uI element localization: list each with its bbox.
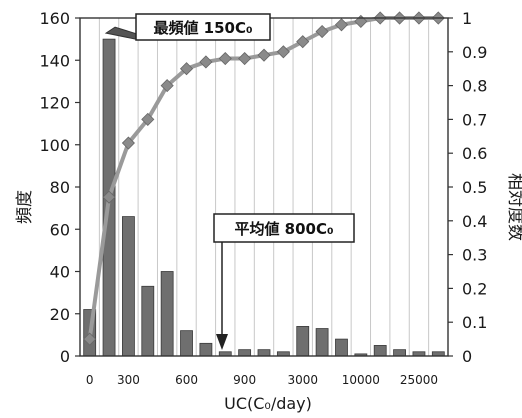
y-left-tick-label: 60 bbox=[50, 220, 70, 239]
y-left-tick-label: 0 bbox=[60, 347, 70, 366]
y-right-tick-label: 0.5 bbox=[462, 178, 487, 197]
cumulative-point bbox=[257, 48, 271, 62]
mode-callout-box bbox=[135, 13, 271, 41]
callout-layer: 最頻値 150C₀ 平均値 800C₀ bbox=[104, 13, 355, 350]
y-left-tick-label: 120 bbox=[39, 94, 70, 113]
bar bbox=[199, 342, 213, 357]
label-layer: 02040608010012014016000.10.20.30.40.50.6… bbox=[39, 9, 487, 387]
x-tick-label: 10000 bbox=[342, 373, 380, 387]
y-axis-left-title: 頻度 bbox=[15, 190, 35, 224]
x-tick-label: 0 bbox=[86, 373, 94, 387]
y-right-tick-label: 0 bbox=[462, 347, 472, 366]
x-tick-label: 600 bbox=[175, 373, 198, 387]
y-left-tick-label: 160 bbox=[39, 9, 70, 28]
y-right-tick-label: 0.3 bbox=[462, 246, 487, 265]
bar bbox=[257, 349, 271, 357]
y-right-tick-label: 0.6 bbox=[462, 144, 487, 163]
y-left-tick-label: 20 bbox=[50, 305, 70, 324]
bar bbox=[373, 345, 387, 357]
y-left-tick-label: 100 bbox=[39, 136, 70, 155]
cumulative-point bbox=[199, 55, 213, 69]
x-tick-label: 900 bbox=[233, 373, 256, 387]
grid-layer bbox=[98, 18, 430, 356]
bar bbox=[335, 338, 348, 357]
cumulative-point bbox=[102, 190, 116, 204]
bar bbox=[238, 349, 252, 357]
cumulative-point bbox=[121, 136, 135, 150]
mean-callout-label: 平均値 800C₀ bbox=[234, 220, 333, 238]
cumulative-point bbox=[218, 51, 232, 66]
x-axis-title: UC(C₀/day) bbox=[224, 394, 312, 413]
y-left-tick-label: 40 bbox=[50, 263, 70, 282]
cumulative-point bbox=[296, 35, 310, 49]
cumulative-point bbox=[315, 24, 329, 39]
y-right-tick-label: 0.7 bbox=[462, 110, 487, 129]
y-left-tick-label: 140 bbox=[39, 51, 70, 70]
cumulative-point bbox=[160, 79, 174, 93]
plot-frame bbox=[79, 17, 449, 357]
mode-callout-label: 最頻値 150C₀ bbox=[153, 19, 252, 37]
x-tick-label: 3000 bbox=[287, 373, 318, 387]
x-tick-label: 300 bbox=[117, 373, 140, 387]
bar bbox=[160, 271, 174, 357]
cumulative-point bbox=[238, 51, 252, 66]
bar bbox=[122, 216, 135, 357]
cumulative-point bbox=[141, 112, 155, 126]
bar bbox=[141, 285, 155, 357]
y-right-tick-label: 0.2 bbox=[462, 279, 487, 298]
y-right-tick-label: 0.8 bbox=[462, 77, 487, 96]
y-right-tick-label: 1 bbox=[462, 9, 472, 28]
bar bbox=[180, 330, 193, 357]
bar bbox=[315, 328, 329, 357]
bar bbox=[393, 349, 406, 357]
y-right-tick-label: 0.4 bbox=[462, 212, 487, 231]
cumulative-point bbox=[334, 18, 349, 32]
cumulative-point bbox=[276, 45, 290, 59]
y-right-tick-label: 0.1 bbox=[462, 313, 487, 332]
cumulative-point bbox=[354, 14, 368, 28]
cumulative-point bbox=[83, 332, 97, 346]
x-tick-label: 25000 bbox=[400, 373, 438, 387]
mean-callout-box bbox=[213, 213, 355, 243]
mean-callout-arrow-head bbox=[216, 334, 228, 350]
cumulative-point bbox=[179, 62, 194, 76]
y-left-tick-label: 80 bbox=[50, 178, 70, 197]
y-right-tick-label: 0.9 bbox=[462, 43, 487, 62]
y-axis-right-title: 相対度数 bbox=[505, 173, 522, 241]
bar bbox=[296, 326, 310, 357]
